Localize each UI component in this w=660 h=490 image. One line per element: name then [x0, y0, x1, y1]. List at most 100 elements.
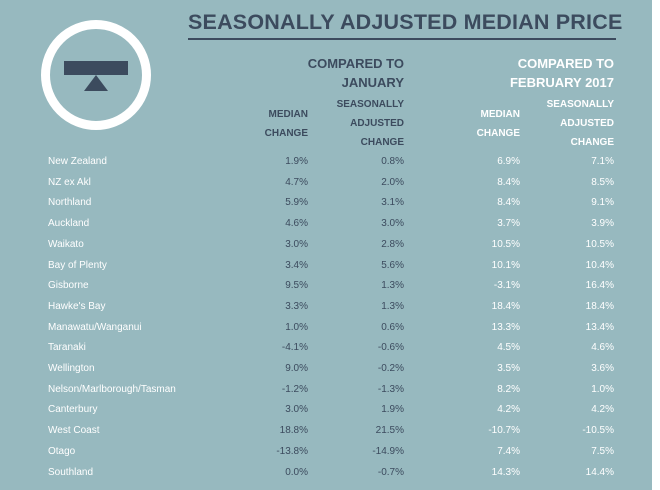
cell-feb-median: 8.4%: [497, 197, 520, 209]
cell-feb-seasonal: 8.5%: [591, 176, 614, 188]
cell-feb-median: -10.7%: [488, 425, 520, 437]
cell-feb-seasonal: 14.4%: [585, 466, 614, 478]
group-header-line: COMPARED TO: [517, 56, 614, 71]
region-name: Gisborne: [48, 280, 89, 292]
cell-jan-seasonal: 3.1%: [381, 197, 404, 209]
cell-jan-seasonal: 1.3%: [381, 300, 404, 312]
region-name: West Coast: [48, 425, 100, 437]
subheader-line: SEASONALLY: [546, 99, 614, 110]
cell-jan-seasonal: 0.6%: [381, 321, 404, 333]
cell-feb-median: 6.9%: [497, 156, 520, 167]
region-name: Canterbury: [48, 404, 98, 416]
subheader-line: CHANGE: [264, 128, 308, 139]
subheader-line: ADJUSTED: [350, 118, 404, 129]
cell-jan-median: 1.9%: [285, 156, 308, 167]
subheader-line: MEDIAN: [268, 109, 308, 120]
cell-feb-seasonal: 4.2%: [591, 404, 614, 416]
page-title: SEASONALLY ADJUSTED MEDIAN PRICE: [188, 10, 622, 40]
group-header-january: COMPARED TO JANUARY: [308, 54, 404, 92]
cell-jan-seasonal: 5.6%: [381, 259, 404, 271]
region-name: Otago: [48, 445, 76, 457]
cell-jan-seasonal: 2.8%: [381, 238, 404, 250]
group-header-line: FEBRUARY 2017: [509, 75, 614, 90]
cell-jan-median: 3.3%: [285, 300, 308, 312]
region-name: Nelson/Marlborough/Tasman: [48, 383, 176, 395]
cell-jan-seasonal: -0.6%: [377, 342, 404, 354]
region-name: Northland: [48, 197, 92, 209]
group-header-february: COMPARED TO FEBRUARY 2017: [510, 54, 614, 92]
cell-feb-seasonal: 18.4%: [585, 300, 614, 312]
region-name: Taranaki: [48, 342, 86, 354]
balance-scale-icon: [64, 61, 128, 91]
subheader-feb-median: MEDIAN CHANGE: [477, 105, 520, 143]
cell-jan-seasonal: -14.9%: [372, 445, 404, 457]
cell-feb-median: 3.5%: [497, 363, 520, 374]
subheader-jan-median: MEDIAN CHANGE: [265, 105, 308, 143]
cell-jan-seasonal: 0.8%: [381, 156, 404, 167]
subheader-line: CHANGE: [570, 137, 614, 148]
cell-feb-median: 4.2%: [497, 404, 520, 416]
cell-jan-median: 9.0%: [285, 363, 308, 374]
cell-jan-median: 3.4%: [285, 259, 308, 271]
region-name: Wellington: [48, 363, 95, 374]
cell-jan-median: 9.5%: [285, 280, 308, 292]
cell-feb-median: 10.1%: [491, 259, 520, 271]
cell-feb-median: 14.3%: [491, 466, 520, 478]
cell-jan-seasonal: -1.3%: [377, 383, 404, 395]
cell-jan-median: 4.7%: [285, 176, 308, 188]
cell-jan-seasonal: 2.0%: [381, 176, 404, 188]
region-name: Southland: [48, 466, 94, 478]
region-name: Waikato: [48, 238, 84, 250]
cell-jan-median: -1.2%: [281, 383, 308, 395]
cell-feb-median: 3.7%: [497, 218, 520, 230]
cell-feb-seasonal: 10.5%: [585, 238, 614, 250]
cell-feb-seasonal: 7.1%: [591, 156, 614, 167]
cell-jan-median: -4.1%: [281, 342, 308, 354]
cell-jan-median: 5.9%: [285, 197, 308, 209]
cell-jan-seasonal: 21.5%: [375, 425, 404, 437]
region-name: NZ ex Akl: [48, 176, 91, 188]
region-name: New Zealand: [48, 156, 107, 167]
region-name: Hawke's Bay: [48, 300, 106, 312]
group-header-line: JANUARY: [341, 75, 404, 90]
cell-jan-median: 18.8%: [279, 425, 308, 437]
cell-jan-seasonal: -0.2%: [377, 363, 404, 374]
group-header-line: COMPARED TO: [307, 56, 404, 71]
subheader-line: ADJUSTED: [560, 118, 614, 129]
cell-feb-median: 10.5%: [491, 238, 520, 250]
subheader-jan-seasonal: SEASONALLY ADJUSTED CHANGE: [337, 95, 404, 152]
cell-feb-seasonal: 3.6%: [591, 363, 614, 374]
cell-feb-median: 7.4%: [497, 445, 520, 457]
subheader-line: MEDIAN: [480, 109, 520, 120]
cell-jan-seasonal: 3.0%: [381, 218, 404, 230]
cell-jan-median: 3.0%: [285, 238, 308, 250]
logo-badge: [41, 20, 151, 130]
cell-feb-seasonal: 10.4%: [585, 259, 614, 271]
cell-feb-seasonal: 9.1%: [591, 197, 614, 209]
subheader-line: SEASONALLY: [336, 99, 404, 110]
cell-feb-median: 4.5%: [497, 342, 520, 354]
cell-feb-median: 8.4%: [497, 176, 520, 188]
cell-feb-median: 13.3%: [491, 321, 520, 333]
cell-feb-seasonal: 13.4%: [585, 321, 614, 333]
cell-feb-seasonal: -10.5%: [582, 425, 614, 437]
cell-jan-seasonal: -0.7%: [377, 466, 404, 478]
cell-feb-seasonal: 3.9%: [591, 218, 614, 230]
region-name: Manawatu/Wanganui: [48, 321, 142, 333]
cell-feb-seasonal: 4.6%: [591, 342, 614, 354]
cell-jan-median: -13.8%: [276, 445, 308, 457]
cell-jan-seasonal: 1.3%: [381, 280, 404, 292]
cell-feb-median: 8.2%: [497, 383, 520, 395]
cell-feb-seasonal: 7.5%: [591, 445, 614, 457]
cell-feb-seasonal: 16.4%: [585, 280, 614, 292]
subheader-line: CHANGE: [476, 128, 520, 139]
cell-jan-median: 1.0%: [285, 321, 308, 333]
subheader-feb-seasonal: SEASONALLY ADJUSTED CHANGE: [547, 95, 614, 152]
cell-jan-median: 0.0%: [285, 466, 308, 478]
cell-jan-median: 4.6%: [285, 218, 308, 230]
subheader-line: CHANGE: [360, 137, 404, 148]
region-name: Bay of Plenty: [48, 259, 107, 271]
cell-feb-seasonal: 1.0%: [591, 383, 614, 395]
region-name: Auckland: [48, 218, 90, 230]
